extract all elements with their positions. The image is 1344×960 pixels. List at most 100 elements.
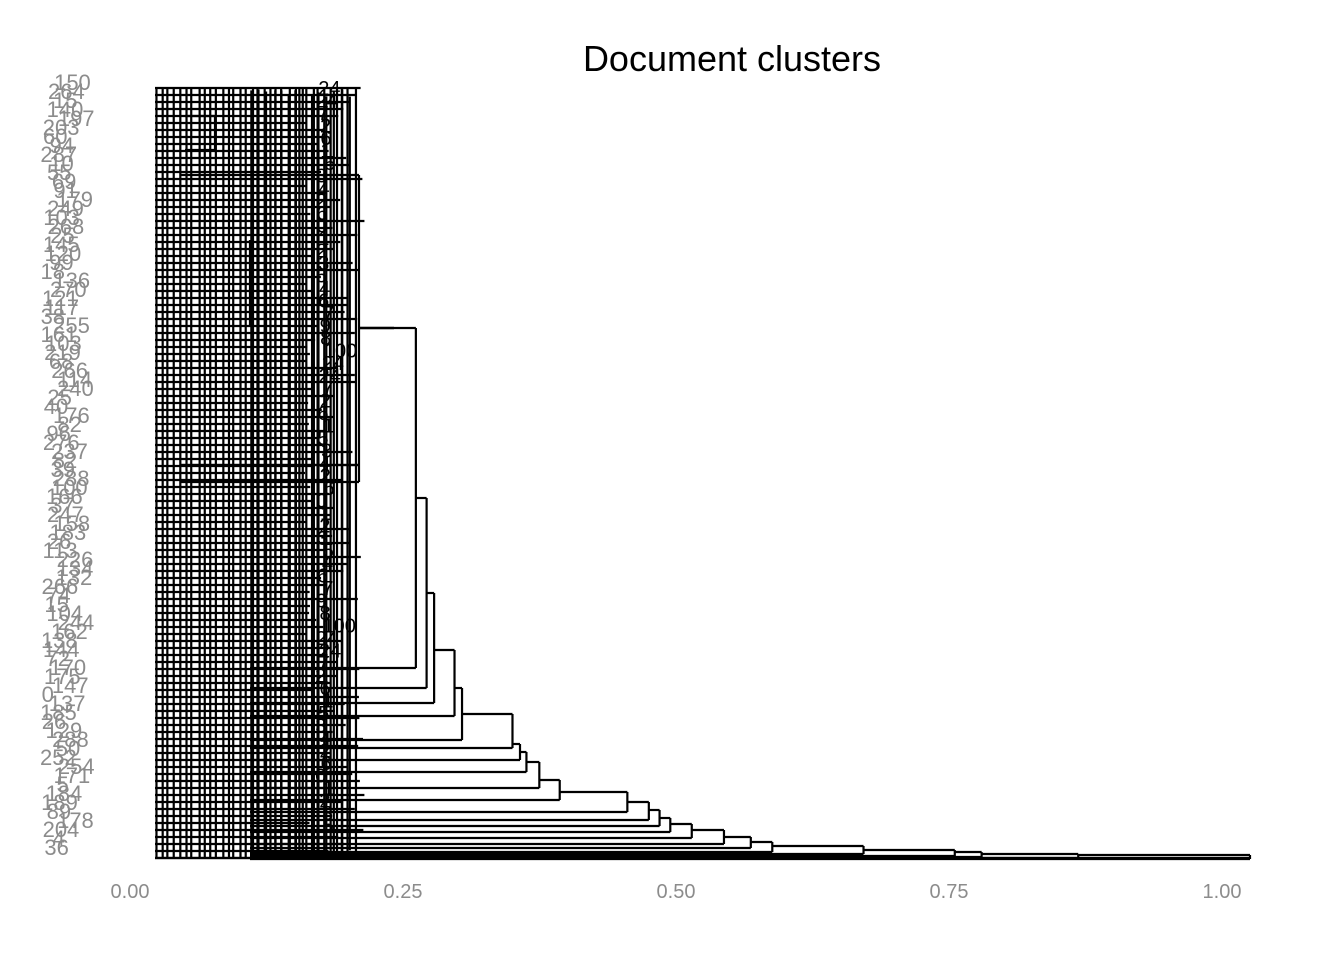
leaf-label: 7 — [318, 103, 329, 125]
leaf-label: 247 — [47, 502, 84, 527]
leaf-label: 24 — [319, 641, 341, 663]
leaf-label: 184 — [46, 781, 83, 806]
leaf-label: 147 — [52, 673, 89, 698]
leaf-label: 18 — [40, 259, 64, 284]
leaf-label: 117 — [44, 295, 79, 320]
leaf-label: 24 — [322, 353, 344, 375]
leaf-label: 144 — [43, 637, 80, 662]
leaf-label: 24 — [316, 91, 338, 113]
leaf-label: 3 — [316, 166, 327, 188]
leaf-label: 244 — [58, 610, 95, 635]
leaf-label: 40 — [44, 394, 68, 419]
leaf-label: 3 — [318, 253, 329, 275]
leaf-label: 219 — [44, 340, 81, 365]
leaf-label: 104 — [46, 601, 83, 626]
leaf-label: 276 — [43, 430, 80, 455]
leaf-label: 158 — [53, 511, 90, 536]
leaf-label: 197 — [58, 106, 95, 131]
leaf-label: 36 — [44, 835, 68, 860]
leaf-label: 8 — [320, 328, 331, 350]
leaf-label: 2 — [319, 791, 330, 813]
leaf-label: 74 — [46, 583, 70, 608]
leaf-label: 288 — [52, 727, 89, 752]
leaf-label: 1 — [320, 503, 331, 525]
leaf-labels: 1502641514019720360942871055699117924910… — [40, 70, 95, 860]
leaf-label: 3 — [321, 441, 332, 463]
x-tick-label: 1.00 — [1203, 881, 1242, 903]
leaf-label: 7 — [323, 303, 334, 325]
leaf-label: 204 — [43, 817, 80, 842]
leaf-label: 2 — [320, 391, 331, 413]
leaf-label: 5 — [56, 772, 68, 797]
leaf-label: 2 — [316, 191, 327, 213]
leaf-label: 138 — [41, 628, 78, 653]
leaf-label: 7 — [322, 378, 333, 400]
leaf-label: 2 — [316, 241, 327, 263]
leaf-label: 4 — [319, 178, 330, 200]
leaf-label: 7 — [322, 578, 333, 600]
leaf-label: 1 — [318, 228, 329, 250]
leaf-label: 5 — [324, 153, 335, 175]
leaf-label: 140 — [47, 97, 84, 122]
leaf-label: 103 — [43, 205, 80, 230]
leaf-label: 6 — [318, 403, 329, 425]
leaf-label: 1 — [320, 141, 331, 163]
leaf-label: 161 — [41, 322, 78, 347]
leaf-label: 24 — [316, 628, 338, 650]
leaf-label: 6 — [320, 753, 331, 775]
leaf-label: 68 — [49, 349, 73, 374]
leaf-label: 1 — [322, 691, 333, 713]
leaf-label: 3 — [317, 528, 328, 550]
leaf-label: 185 — [40, 700, 77, 725]
leaf-label: 26 — [42, 709, 66, 734]
leaf-label: 103 — [45, 331, 82, 356]
leaf-label: 94 — [49, 133, 73, 158]
leaf-label: 10 — [49, 151, 73, 176]
leaf-label: 6 — [317, 566, 328, 588]
leaf-label: 25 — [47, 385, 71, 410]
leaf-label: 2 — [320, 466, 331, 488]
leaf-label: 60 — [43, 124, 67, 149]
leaf-label: 129 — [45, 718, 82, 743]
leaf-label: 99 — [49, 250, 73, 275]
leaf-label: 183 — [49, 520, 86, 545]
leaf-label: 266 — [51, 358, 88, 383]
leaf-label: 2 — [315, 666, 326, 688]
leaf-label: 203 — [43, 115, 80, 140]
leaf-label: 134 — [57, 556, 94, 581]
dense-leaf-region — [155, 86, 365, 860]
leaf-label: 5 — [316, 266, 327, 288]
leaf-label: 179 — [56, 187, 93, 212]
leaf-label: 37 — [50, 493, 74, 518]
leaf-label: 268 — [48, 214, 85, 239]
leaf-label: 25 — [50, 223, 74, 248]
leaf-label: 170 — [49, 655, 86, 680]
leaf-label: 3 — [322, 803, 333, 825]
x-tick-label: 0.75 — [930, 881, 969, 903]
x-tick-label: 0.25 — [384, 881, 423, 903]
leaf-label: 145 — [43, 232, 80, 257]
leaf-label: 120 — [45, 241, 82, 266]
leaf-label: 264 — [48, 79, 85, 104]
leaf-label: 6 — [318, 291, 329, 313]
leaf-label: 72 — [46, 646, 70, 671]
leaf-label: 26 — [47, 529, 71, 554]
leaf-label: 132 — [56, 565, 93, 590]
leaf-label: 2 — [320, 116, 331, 138]
leaf-label: 5 — [318, 703, 329, 725]
inner-leaf-labels: 2424726153426012354679810024247261534260… — [315, 78, 357, 838]
leaf-label: 91 — [53, 178, 77, 203]
leaf-label: 4 — [322, 553, 333, 575]
leaf-label: 0 — [315, 766, 326, 788]
leaf-label: 100 — [324, 341, 357, 363]
leaf-label: 0 — [316, 491, 327, 513]
leaf-label: 166 — [46, 484, 83, 509]
leaf-label: 24 — [318, 78, 340, 100]
leaf-label: 38 — [41, 304, 65, 329]
leaf-label: 39 — [51, 457, 75, 482]
leaf-label: 6 — [324, 478, 335, 500]
leaf-label: 137 — [49, 691, 86, 716]
leaf-label: 171 — [54, 763, 91, 788]
leaf-label: 237 — [51, 439, 88, 464]
leaf-label: 226 — [57, 547, 94, 572]
